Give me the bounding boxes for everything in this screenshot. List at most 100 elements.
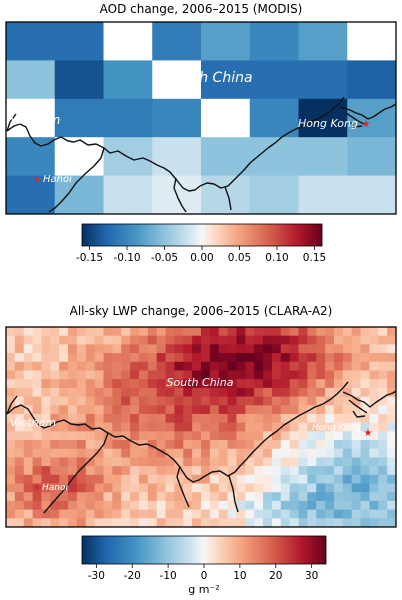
lwp-cell xyxy=(227,466,237,476)
lwp-cell xyxy=(378,518,388,528)
lwp-cell xyxy=(59,457,69,467)
lwp-cell xyxy=(85,379,96,389)
lwp-cell xyxy=(351,457,362,467)
lwp-cell xyxy=(342,483,353,493)
lwp-cell xyxy=(121,518,131,528)
lwp-cell xyxy=(130,361,140,371)
lwp-cell xyxy=(227,509,237,519)
lwp-cell xyxy=(183,344,193,354)
lwp-cell xyxy=(316,500,326,511)
lwp-cell xyxy=(387,457,397,467)
lwp-cell xyxy=(254,370,264,380)
lwp-cell xyxy=(174,492,184,502)
lwp-cell xyxy=(138,335,149,345)
lwp-cell xyxy=(298,483,308,493)
lwp-cell xyxy=(307,474,317,485)
lwp-cell xyxy=(342,431,353,441)
lwp-cell xyxy=(68,361,78,371)
lwp-cell xyxy=(316,492,326,502)
lwp-cell xyxy=(263,457,273,467)
lwp-cell xyxy=(254,440,264,450)
lwp-cell xyxy=(68,457,78,467)
lwp-cell xyxy=(174,474,184,485)
lwp-cell xyxy=(209,396,220,406)
lwp-cell xyxy=(387,396,397,406)
lwp-cell xyxy=(121,327,131,337)
lwp-cell xyxy=(130,370,140,380)
lwp-cell xyxy=(218,422,229,432)
lwp-cell xyxy=(387,405,397,415)
lwp-cell xyxy=(59,474,69,485)
lwp-cell xyxy=(342,457,353,467)
lwp-cell xyxy=(245,448,255,458)
lwp-cell xyxy=(68,518,78,528)
lwp-cell xyxy=(369,440,379,450)
lwp-cell xyxy=(14,387,25,398)
lwp-cell xyxy=(316,387,326,398)
lwp-cell xyxy=(280,500,291,511)
lwp-cell xyxy=(121,413,131,424)
lwp-cell xyxy=(263,405,273,415)
lwp-cell xyxy=(41,344,51,354)
lwp-cell xyxy=(147,457,158,467)
lwp-cell xyxy=(289,518,299,528)
lwp-cell xyxy=(103,335,113,345)
lwp-cell xyxy=(76,405,87,415)
lwp-cell xyxy=(68,413,78,424)
aod-colorbar-ticks: -0.15 -0.10 -0.05 0.00 0.05 0.10 0.15 xyxy=(76,246,326,264)
lwp-cell xyxy=(263,500,273,511)
lwp-cell xyxy=(192,492,202,502)
lwp-cell xyxy=(23,361,34,371)
lwp-cell xyxy=(378,483,388,493)
lwp-cell xyxy=(14,466,25,476)
lwp-cell xyxy=(369,474,379,485)
lwp-cell xyxy=(263,492,273,502)
lwp-cell xyxy=(351,483,362,493)
lwp-cell xyxy=(76,370,87,380)
lwp-cell xyxy=(289,509,299,519)
aod-grid xyxy=(6,22,397,215)
lwp-cell xyxy=(112,431,122,441)
lwp-cell xyxy=(342,466,353,476)
lwp-cell xyxy=(50,387,60,398)
lwp-cell xyxy=(307,457,317,467)
lwp-cell xyxy=(85,509,96,519)
lwp-cell xyxy=(130,379,140,389)
lwp-cell xyxy=(183,413,193,424)
lwp-cell xyxy=(112,344,122,354)
aod-cell xyxy=(54,137,104,177)
lwp-cell xyxy=(76,483,87,493)
lwp-cell xyxy=(6,327,16,337)
lwp-cell xyxy=(59,327,69,337)
lwp-cell xyxy=(209,474,220,485)
lwp-cell xyxy=(209,413,220,424)
lwp-cell xyxy=(271,353,282,363)
lwp-cell xyxy=(271,509,282,519)
lwp-cell xyxy=(201,370,211,380)
lwp-cell xyxy=(254,413,264,424)
aod-cell xyxy=(201,175,251,215)
lwp-cell xyxy=(165,353,175,363)
lwp-cell xyxy=(218,518,229,528)
lwp-label-hong-kong: Hong Kong xyxy=(312,423,361,433)
lwp-cell xyxy=(298,344,308,354)
lwp-cell xyxy=(387,466,397,476)
lwp-cell xyxy=(263,466,273,476)
lwp-cell xyxy=(245,431,255,441)
lwp-cell xyxy=(130,448,140,458)
lwp-cell xyxy=(271,448,282,458)
lwp-cell xyxy=(333,422,344,432)
lwp-cell xyxy=(14,500,25,511)
lwp-cell xyxy=(41,370,51,380)
lwp-cell xyxy=(32,466,42,476)
colorbar-tick-label: -0.10 xyxy=(113,252,140,264)
lwp-cell xyxy=(121,370,131,380)
lwp-cell xyxy=(263,440,273,450)
lwp-cell xyxy=(23,353,34,363)
lwp-cell xyxy=(209,361,220,371)
lwp-cell xyxy=(227,327,237,337)
lwp-label-hanoi: Hanoi xyxy=(42,483,68,493)
lwp-cell xyxy=(254,327,264,337)
lwp-cell xyxy=(298,440,308,450)
lwp-cell xyxy=(360,335,370,345)
